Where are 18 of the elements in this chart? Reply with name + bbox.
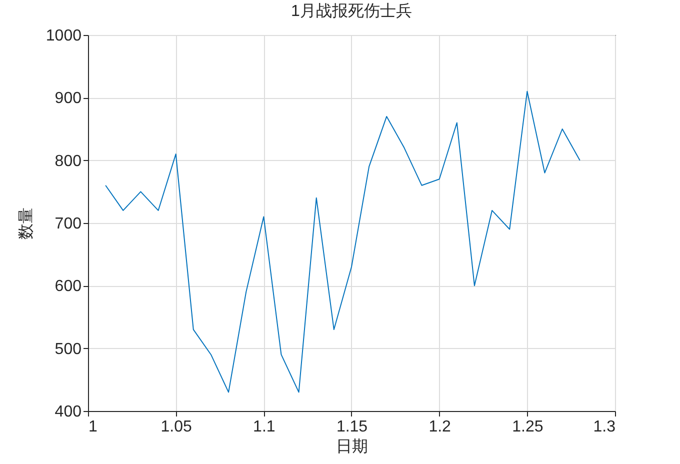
y-axis-title: 数量 bbox=[18, 208, 35, 240]
x-axis-title: 日期 bbox=[336, 438, 368, 456]
y-tick-label: 500 bbox=[54, 340, 82, 358]
x-tick-label: 1.2 bbox=[428, 418, 452, 436]
y-tick-label: 900 bbox=[54, 90, 82, 108]
y-tick-label: 400 bbox=[54, 404, 82, 420]
x-tick-label: 1.05 bbox=[160, 418, 192, 436]
y-tick-label: 800 bbox=[54, 152, 82, 170]
x-tick-label: 1.1 bbox=[253, 418, 276, 436]
x-tick-label: 1.15 bbox=[336, 418, 368, 436]
x-tick-label: 1 bbox=[88, 418, 98, 436]
y-tick-label: 600 bbox=[54, 278, 82, 296]
line-series bbox=[105, 90, 580, 393]
y-tick-label: 700 bbox=[54, 216, 82, 232]
chart-title: 1月战报死伤士兵 bbox=[291, 2, 412, 20]
x-tick-label: 1.25 bbox=[512, 418, 544, 436]
x-tick-label: 1.3 bbox=[593, 418, 616, 436]
y-tick-label: 1000 bbox=[46, 28, 82, 44]
